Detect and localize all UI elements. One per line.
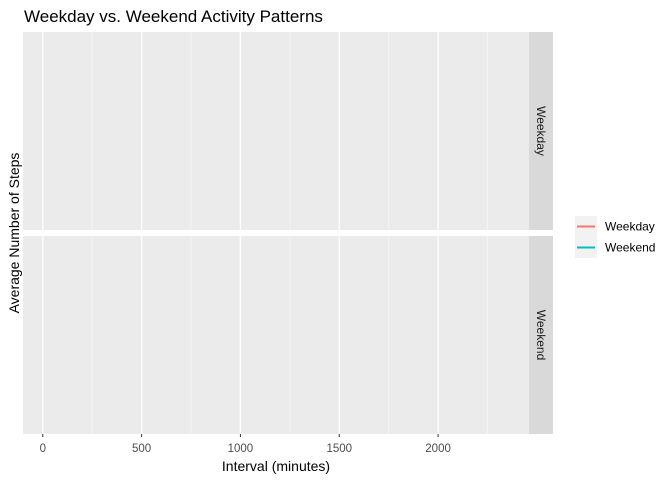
strip-background-weekend [529, 236, 553, 434]
facet-panel-weekday [23, 32, 529, 230]
x-tick-label: 2000 [425, 443, 451, 455]
strip-label-weekend: Weekend [534, 310, 548, 360]
x-axis: 0 500 1000 1500 2000 [40, 434, 451, 455]
strip-label-weekday: Weekday [534, 106, 548, 156]
facet-strip-weekday: Weekday [529, 32, 553, 230]
facet-strip-weekend: Weekend [529, 236, 553, 434]
panel-background-weekend [23, 236, 529, 434]
legend-label: Weekend [605, 241, 655, 255]
panel-background-weekday [23, 32, 529, 230]
legend: Weekday Weekend [575, 216, 655, 258]
x-axis-title: Interval (minutes) [222, 458, 330, 474]
legend-item-weekday: Weekday [575, 216, 655, 237]
facet-panels [23, 32, 529, 434]
x-tick-label: 1500 [326, 443, 352, 455]
legend-item-weekend: Weekend [575, 237, 655, 258]
x-tick-label: 0 [40, 443, 46, 455]
chart-title: Weekday vs. Weekend Activity Patterns [24, 7, 323, 26]
facet-strips: Weekday Weekend [529, 32, 553, 434]
x-tick-label: 1000 [228, 443, 254, 455]
strip-background-weekday [529, 32, 553, 230]
x-tick-label: 500 [132, 443, 151, 455]
legend-label: Weekday [605, 220, 655, 234]
facet-panel-weekend [23, 236, 529, 434]
y-axis-title: Average Number of Steps [6, 153, 22, 314]
